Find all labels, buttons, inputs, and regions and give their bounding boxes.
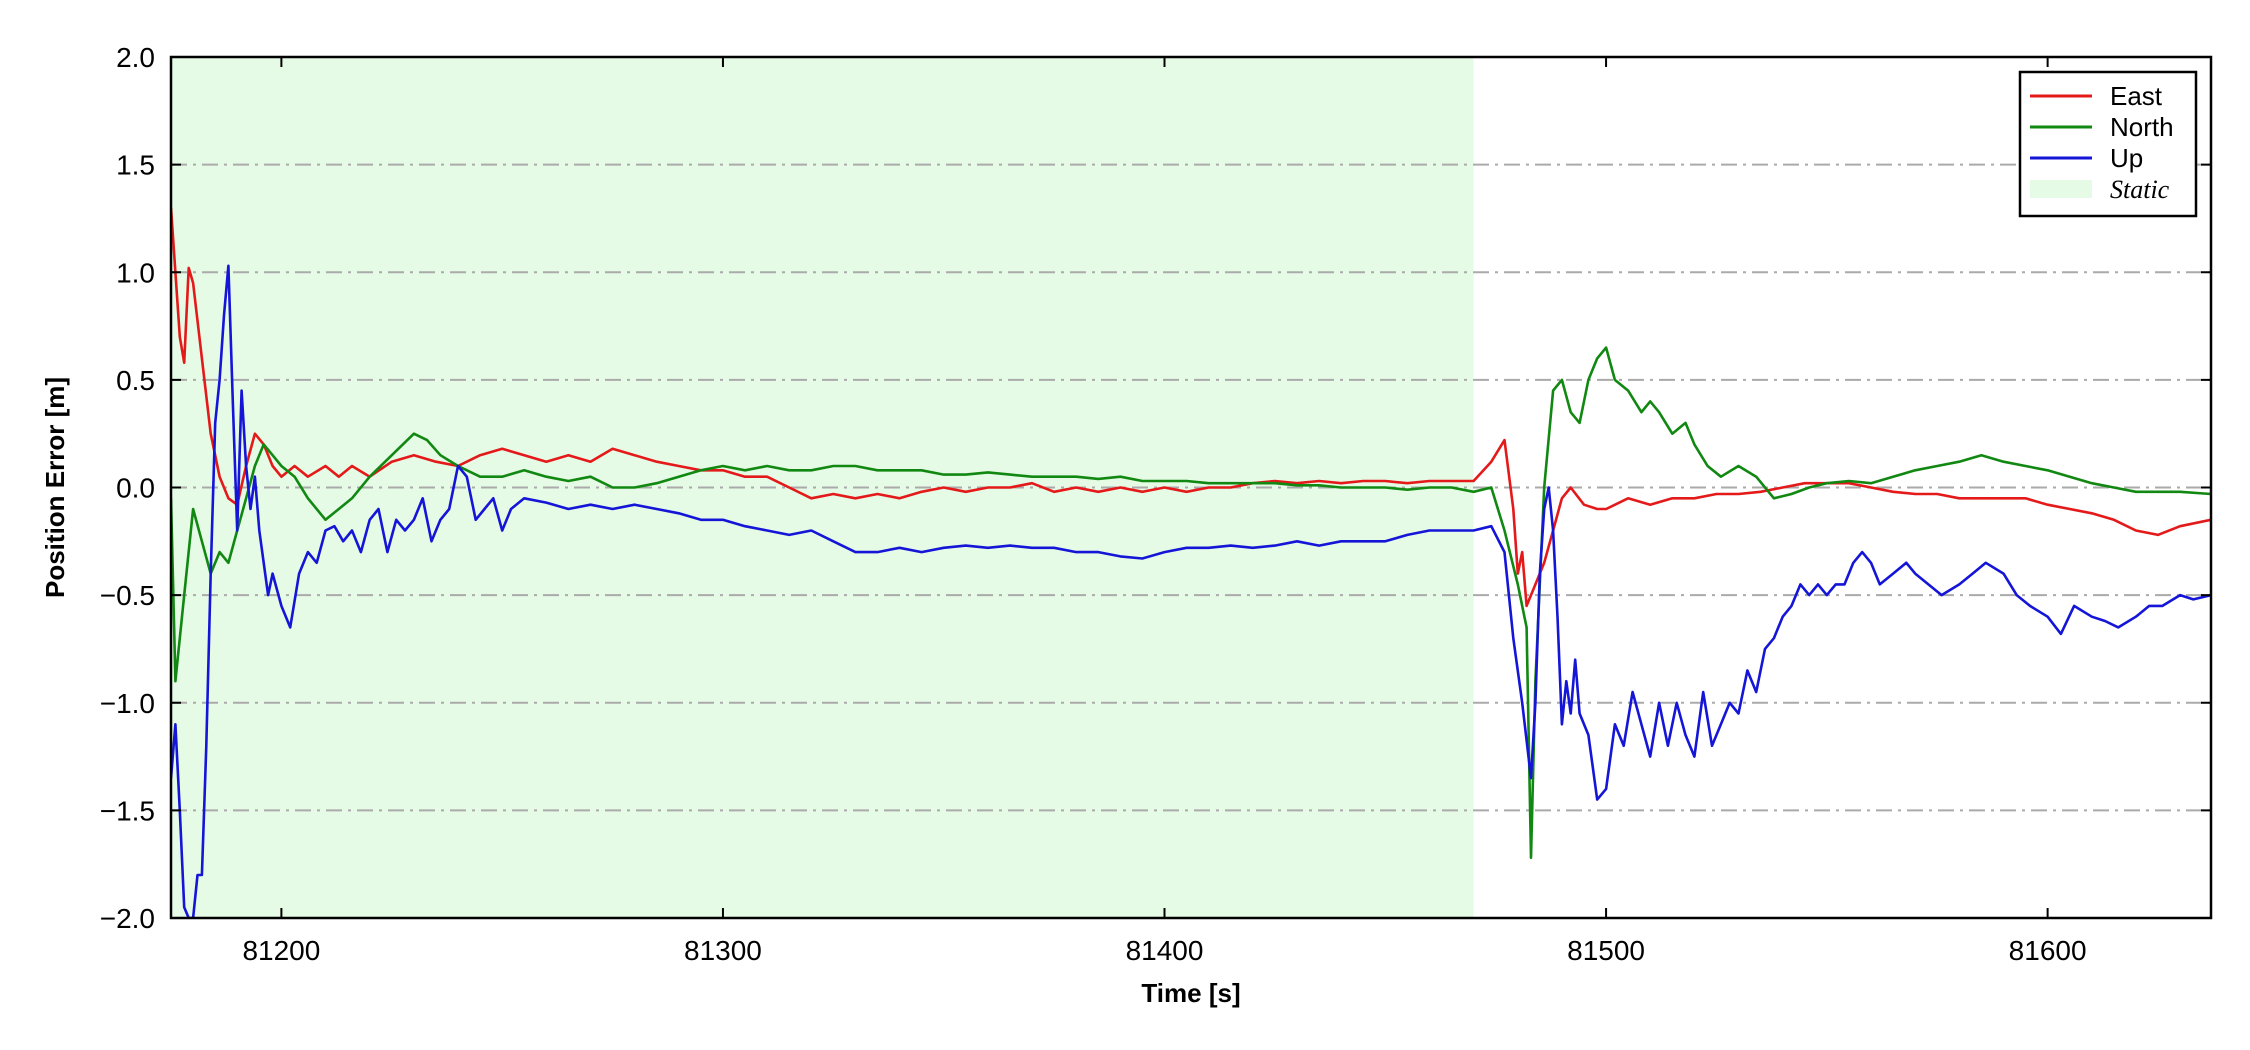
plot-area [171, 57, 2211, 918]
x-axis-title: Time [s] [1141, 978, 1240, 1008]
y-tick-label: −2.0 [100, 903, 155, 934]
x-tick-label: 81500 [1567, 935, 1645, 966]
x-tick-label: 81400 [1126, 935, 1204, 966]
y-tick-label: −1.5 [100, 795, 155, 826]
series-line-north [171, 346, 2211, 859]
y-tick-label: 0.5 [116, 365, 155, 396]
x-tick-label: 81600 [2009, 935, 2087, 966]
y-tick-label: −1.0 [100, 688, 155, 719]
legend-swatch-static [2030, 180, 2092, 198]
y-tick-label: −0.5 [100, 580, 155, 611]
y-tick-label: 1.5 [116, 150, 155, 181]
x-tick-label: 81200 [242, 935, 320, 966]
series-line-east [171, 207, 2211, 608]
y-tick-label: 0.0 [116, 473, 155, 504]
axes: 2.0 1.5 1.0 0.5 0.0 −0.5 −1.0 −1.5 −2.0 81200 8130… [100, 42, 2213, 966]
series-group [171, 207, 2211, 918]
series-line-up [171, 264, 2211, 918]
legend-label-north: North [2110, 112, 2174, 142]
y-axis-title: Position Error [m] [40, 377, 70, 598]
y-tick-label: 2.0 [116, 42, 155, 73]
legend-label-up: Up [2110, 143, 2143, 173]
y-tick-label: 1.0 [116, 257, 155, 288]
legend-label-east: East [2110, 81, 2163, 111]
legend-label-static: Static [2110, 175, 2170, 204]
x-tick-label: 81300 [684, 935, 762, 966]
